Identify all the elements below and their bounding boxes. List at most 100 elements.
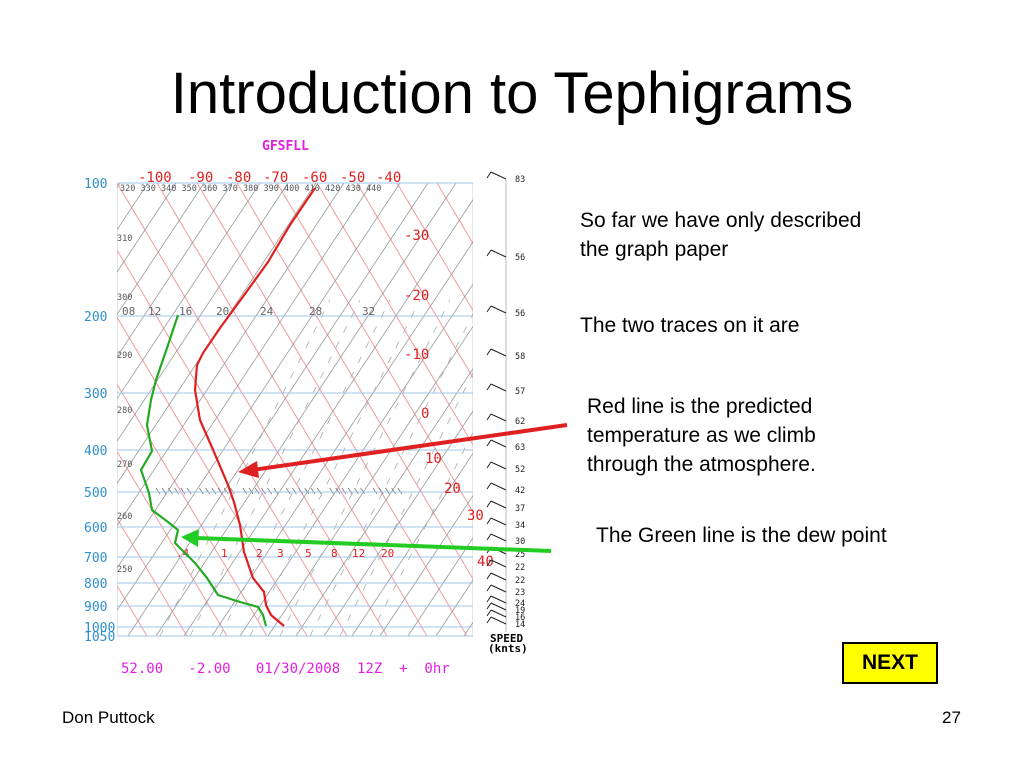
dry-adiabat-line <box>211 241 473 636</box>
red-arrow-head <box>238 461 259 478</box>
isotherm-line <box>957 183 1024 636</box>
wind-barb-flag <box>486 305 492 313</box>
note-green-line: The Green line is the dew point <box>596 524 887 547</box>
wind-barb <box>490 584 507 593</box>
tropopause-hatch <box>261 487 266 495</box>
note-graph-paper: So far we have only described the graph … <box>580 209 862 261</box>
wind-barb <box>490 533 507 542</box>
isotherm-line <box>316 183 473 446</box>
pressure-tick-label: 600 <box>84 521 107 536</box>
wind-barb-flag <box>486 559 492 567</box>
green-arrow-shaft <box>195 536 552 553</box>
isotherm-line <box>117 450 228 636</box>
temperature-tick-label: -90 <box>188 170 213 186</box>
next-button[interactable]: NEXT <box>842 642 938 684</box>
temperature-trace <box>193 187 316 627</box>
tropopause-hatch <box>205 487 210 495</box>
tropopause-hatch <box>223 487 229 495</box>
temperature-tick-label: -40 <box>376 170 401 186</box>
mixing-ratio-line <box>219 299 391 636</box>
tropopause-hatch <box>360 487 365 495</box>
green-arrow-head <box>181 529 199 547</box>
dry-adiabat-line <box>267 325 473 636</box>
dry-adiabat-line <box>295 368 473 636</box>
temperature-tick-label: 40 <box>477 554 494 570</box>
mixing-ratio-line <box>369 431 473 636</box>
wind-barb <box>490 305 507 314</box>
wind-speed-label: 37 <box>515 504 525 514</box>
temperature-tick-label: -10 <box>404 347 429 363</box>
mixing-ratio-label: 08 <box>122 305 135 318</box>
pressure-tick-label: 900 <box>84 600 107 615</box>
chart-footer-label: 52.00 -2.00 01/30/2008 12Z + 0hr <box>121 661 450 677</box>
wind-barb <box>490 595 507 604</box>
slide-title: Introduction to Tephigrams <box>170 61 854 126</box>
note-red-line: Red line is the predicted temperature as… <box>587 395 816 476</box>
tropopause-hatch <box>155 487 161 495</box>
mixing-ratio-label: 20 <box>216 305 229 318</box>
mixing-ratio-label: 20 <box>381 547 394 560</box>
wind-barb-flag <box>486 348 492 356</box>
dew-point-trace <box>139 314 268 627</box>
tropopause-hatch <box>180 487 186 495</box>
wind-speed-label: 57 <box>515 387 525 397</box>
wind-speed-label: 25 <box>515 550 525 560</box>
tropopause-hatch <box>385 487 390 495</box>
theta-tick-label: 420 <box>325 184 340 194</box>
wind-barb-flag <box>486 383 492 391</box>
wind-barb-flag <box>486 413 492 421</box>
dry-adiabat-line <box>117 183 121 189</box>
wind-speed-label: 22 <box>515 576 525 586</box>
footer-author: Don Puttock <box>62 708 155 727</box>
wind-speed-label: 30 <box>515 537 525 547</box>
wind-speed-label: 14 <box>515 620 525 630</box>
wind-barb <box>490 383 507 392</box>
wind-barb-flag <box>486 584 492 592</box>
wind-barb <box>490 413 507 422</box>
theta-tick-label: 300 <box>117 293 132 303</box>
tropopause-hatch <box>230 487 235 495</box>
pressure-tick-label: 1050 <box>84 630 115 645</box>
wind-barb <box>490 602 507 611</box>
theta-tick-label: 330 <box>141 184 156 194</box>
wind-speed-label: 63 <box>515 443 525 453</box>
wind-barb <box>490 439 507 448</box>
theta-tick-label: 310 <box>117 234 132 244</box>
dry-adiabat-line <box>127 183 429 636</box>
wind-speed-label: 58 <box>515 352 525 362</box>
dry-adiabat-line <box>155 183 457 636</box>
wind-speed-label: 56 <box>515 253 525 263</box>
isotherm-line <box>156 183 428 636</box>
dry-adiabat-line <box>117 183 401 612</box>
mixing-ratio-label: 28 <box>309 305 322 318</box>
tropopause-hatch <box>335 487 341 495</box>
wind-barb-flag <box>486 609 492 617</box>
temperature-tick-label: 0 <box>421 406 429 422</box>
theta-tick-label: 440 <box>366 184 381 194</box>
theta-tick-label: 320 <box>120 184 135 194</box>
dry-adiabat-line <box>407 537 473 636</box>
pressure-tick-label: 1000 <box>84 621 115 636</box>
pressure-tick-label: 700 <box>84 551 107 566</box>
wind-barb-flag <box>486 482 492 490</box>
wind-barb-flag <box>486 602 492 610</box>
temperature-tick-label: -50 <box>340 170 365 186</box>
tropopause-hatch <box>168 487 173 495</box>
isotherm-line <box>196 183 468 636</box>
isotherm-line <box>117 517 188 636</box>
isotherm-line <box>117 316 308 636</box>
wind-speed-title: SPEED <box>490 632 523 645</box>
temperature-tick-label: -30 <box>404 228 429 244</box>
wind-speed-label: 52 <box>515 465 525 475</box>
mixing-ratio-label: .4 <box>176 547 190 560</box>
temperature-tick-label: 10 <box>425 451 442 467</box>
tropopause-hatch <box>310 487 316 495</box>
theta-tick-label: 400 <box>284 184 299 194</box>
wind-barb <box>490 500 507 509</box>
mixing-ratio-line <box>279 299 451 636</box>
dry-adiabat-line <box>183 198 473 636</box>
mixing-ratio-line <box>339 372 473 636</box>
dry-adiabat-line <box>117 183 317 485</box>
wind-barb-flag <box>486 500 492 508</box>
